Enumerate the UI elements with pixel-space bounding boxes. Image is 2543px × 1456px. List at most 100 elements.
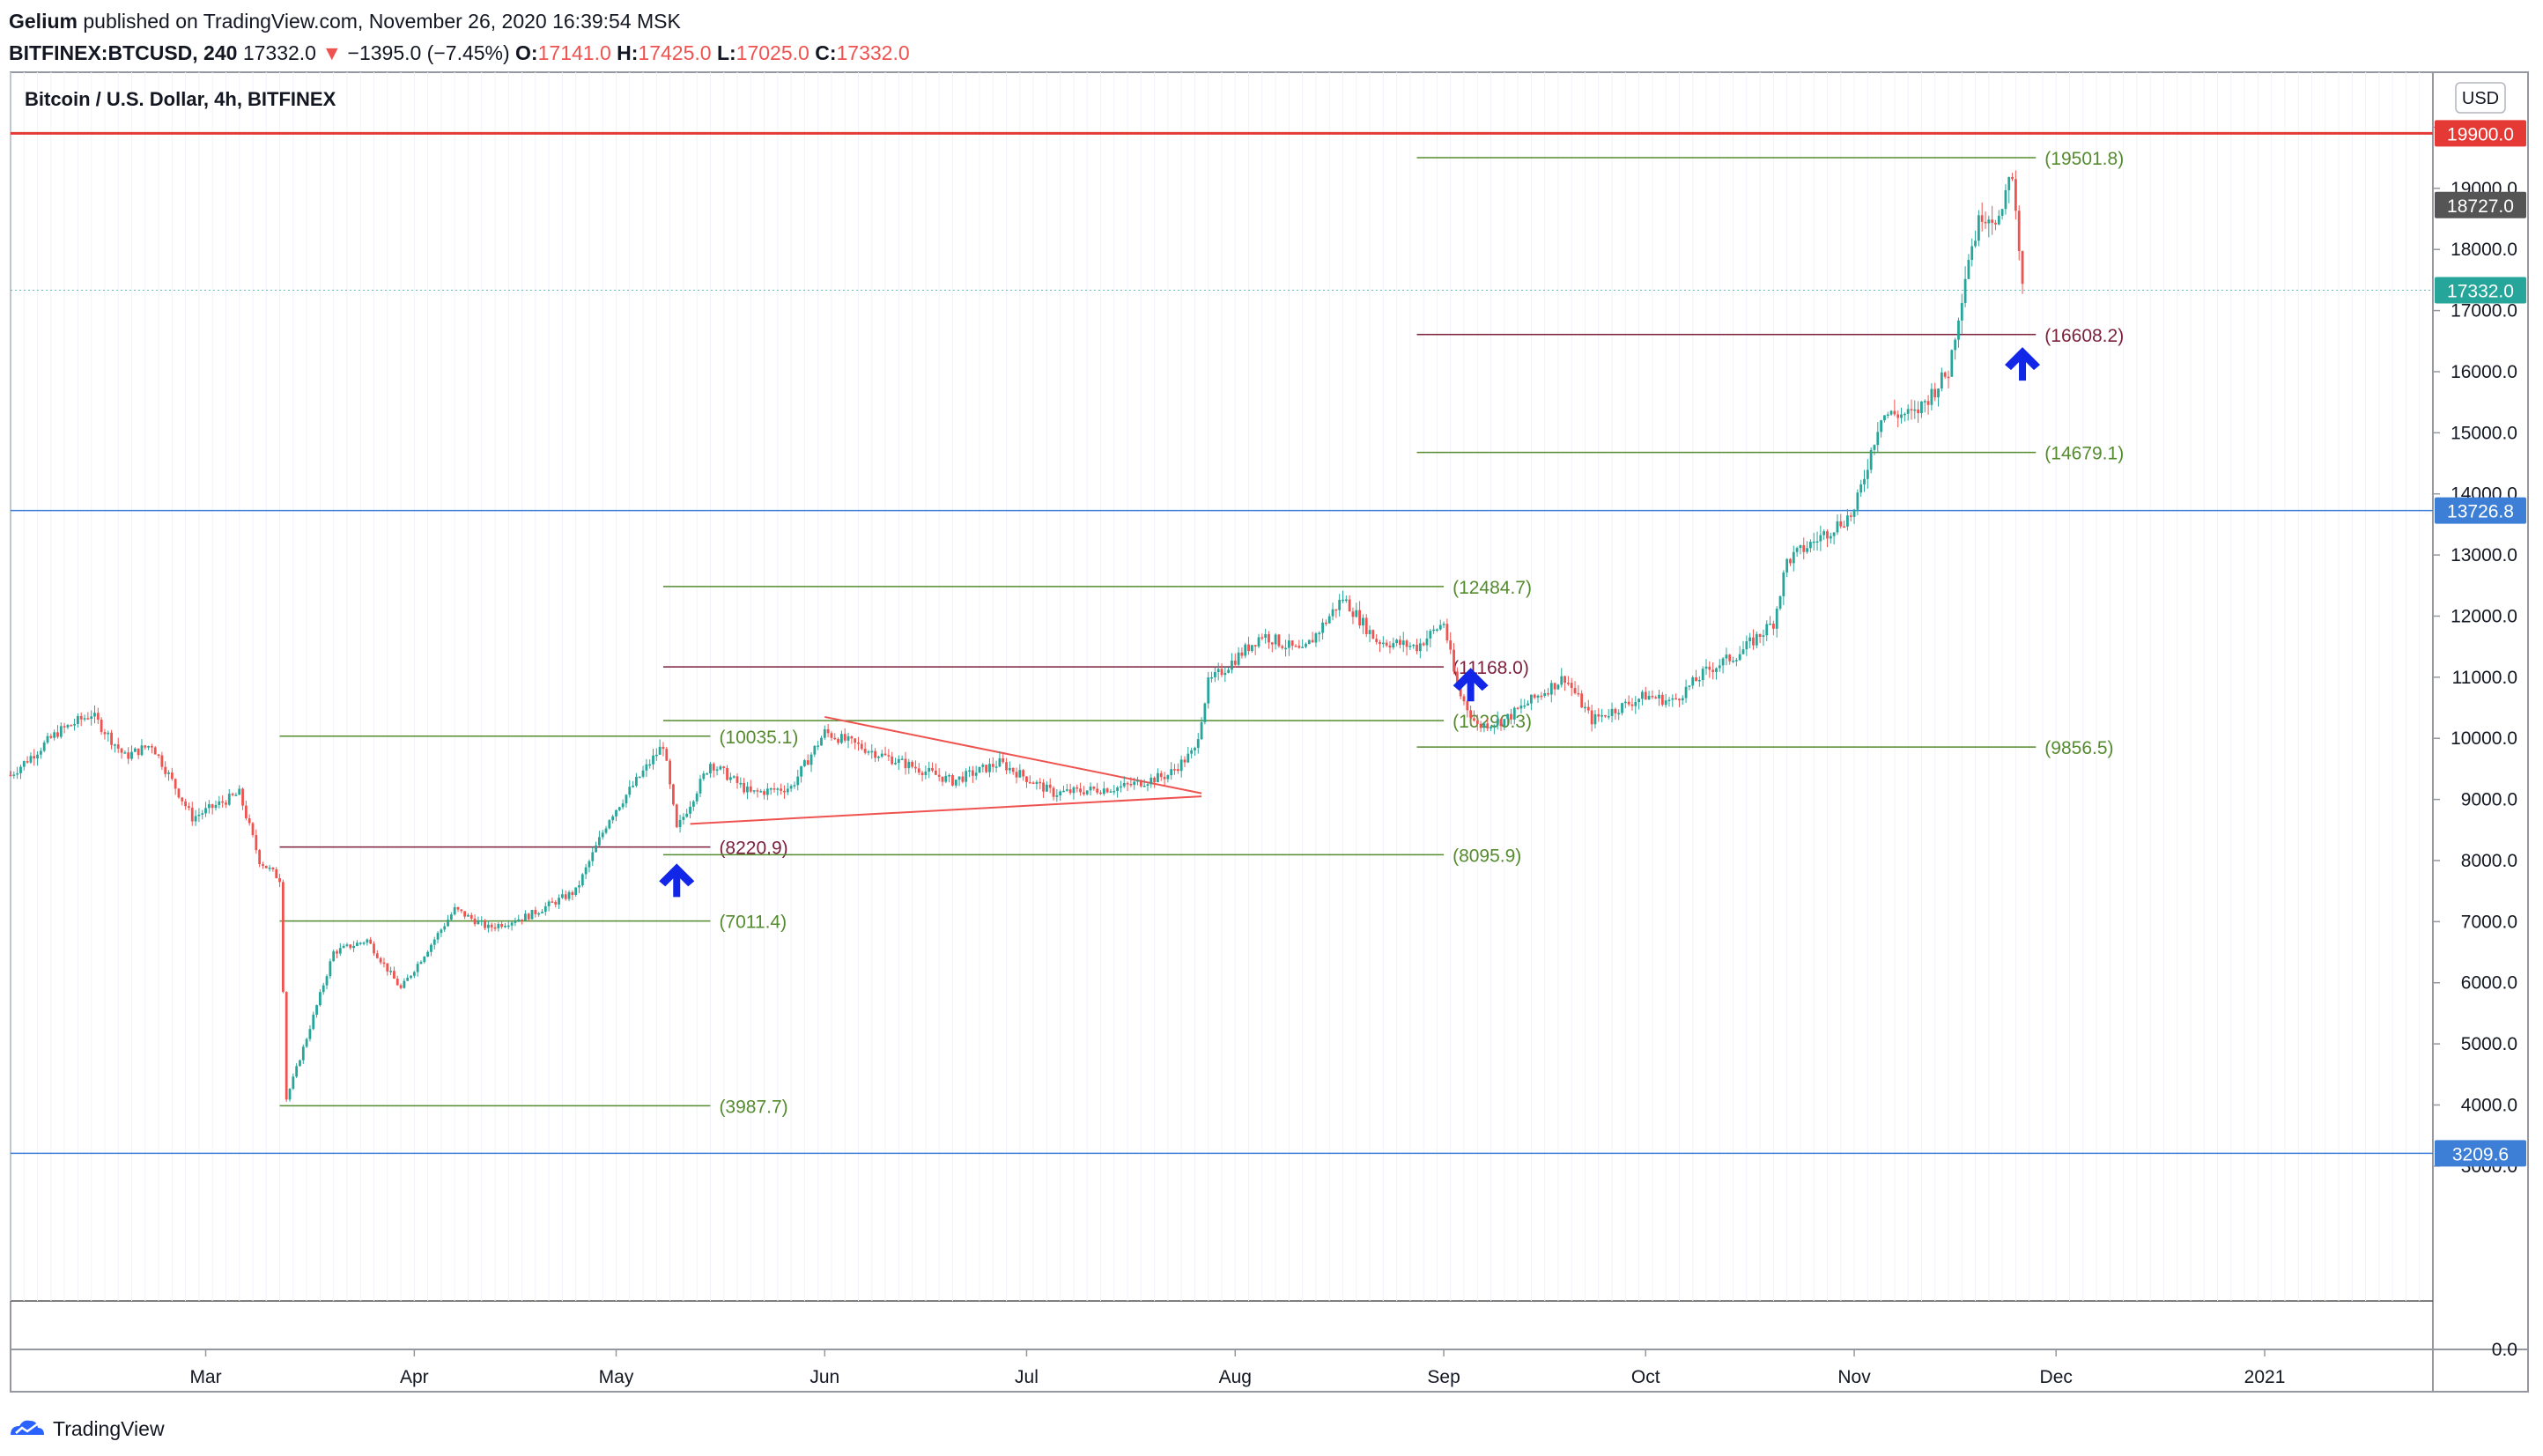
price-change: −1395.0 (−7.45%) bbox=[347, 41, 510, 64]
candle-body bbox=[1738, 654, 1741, 661]
candle-body bbox=[1401, 640, 1405, 646]
triangle-trendline bbox=[690, 795, 1202, 825]
candle-body bbox=[460, 909, 463, 912]
time-axis[interactable]: Mar Apr May Jun Jul Aug Sep Oct Nov Dec 2021 bbox=[189, 1349, 2285, 1387]
candle-body bbox=[473, 918, 477, 925]
candle-body bbox=[749, 786, 752, 792]
candle-body bbox=[1076, 787, 1079, 789]
candle-body bbox=[59, 726, 63, 737]
candle-body bbox=[897, 758, 900, 764]
symbol-name[interactable]: BITFINEX:BTCUSD, 240 bbox=[9, 41, 238, 64]
candle-body bbox=[843, 734, 846, 741]
candle-body bbox=[204, 808, 207, 814]
candle-body bbox=[403, 980, 406, 988]
price-badge-label: 17332.0 bbox=[2447, 282, 2514, 302]
candle-body bbox=[1725, 654, 1728, 659]
candle-body bbox=[628, 787, 632, 795]
candle-body bbox=[46, 735, 49, 743]
candle-body bbox=[709, 764, 712, 774]
candle-body bbox=[110, 732, 113, 745]
author-name[interactable]: Gelium bbox=[9, 10, 78, 33]
candle-body bbox=[537, 913, 541, 915]
footer-brand[interactable]: TradingView bbox=[53, 1416, 165, 1440]
price-tick-label: 6000.0 bbox=[2461, 973, 2517, 994]
candle-body bbox=[1379, 642, 1381, 645]
candle-body bbox=[1769, 624, 1771, 625]
candle-body bbox=[1852, 509, 1856, 517]
candle-body bbox=[1590, 710, 1593, 725]
currency-button[interactable]: USD bbox=[2455, 82, 2506, 114]
candle-body bbox=[1142, 785, 1146, 787]
candle-body bbox=[382, 962, 386, 965]
candle-body bbox=[1980, 215, 1984, 222]
candle-body bbox=[194, 816, 197, 822]
candle-body bbox=[477, 920, 480, 925]
candle-body bbox=[1926, 401, 1930, 405]
candle-body bbox=[833, 737, 837, 740]
candle-body bbox=[1294, 646, 1297, 647]
candle-body bbox=[53, 732, 56, 738]
candle-body bbox=[1721, 658, 1725, 666]
candle-body bbox=[665, 749, 669, 761]
candle-body bbox=[682, 817, 685, 820]
currency-button-label[interactable]: USD bbox=[2462, 89, 2499, 108]
candle-body bbox=[181, 797, 184, 802]
candle-body bbox=[1318, 632, 1321, 634]
candle-body bbox=[756, 790, 759, 792]
fib-label: (8095.9) bbox=[1453, 846, 1521, 866]
candle-body bbox=[1136, 780, 1139, 782]
candle-body bbox=[1257, 637, 1260, 647]
candle-body bbox=[1492, 725, 1496, 728]
candle-body bbox=[1519, 706, 1523, 709]
candle-body bbox=[1580, 693, 1584, 708]
candle-body bbox=[840, 734, 843, 743]
candle-body bbox=[1194, 748, 1196, 750]
candle-body bbox=[1604, 714, 1607, 717]
candle-body bbox=[395, 979, 399, 986]
candle-body bbox=[1327, 616, 1331, 624]
candle-body bbox=[140, 745, 144, 756]
candle-body bbox=[1039, 781, 1042, 784]
candle-body bbox=[951, 775, 954, 786]
candle-body bbox=[500, 924, 504, 928]
candle-body bbox=[1977, 215, 1980, 241]
candle-body bbox=[440, 929, 443, 934]
candle-body bbox=[1621, 703, 1623, 713]
candle-body bbox=[1301, 647, 1305, 648]
candle-body bbox=[773, 788, 776, 790]
candle-body bbox=[188, 806, 190, 809]
candle-body bbox=[1789, 558, 1792, 564]
candle-body bbox=[1799, 544, 1802, 549]
candle-body bbox=[1560, 676, 1564, 685]
currency-button-frame[interactable] bbox=[2455, 82, 2506, 114]
candle-body bbox=[16, 772, 19, 775]
candle-body bbox=[917, 768, 920, 773]
price-axis[interactable]: 0.03000.04000.05000.06000.07000.08000.09… bbox=[2433, 117, 2517, 1360]
horizontal-levels bbox=[11, 131, 2433, 1155]
candle-body bbox=[1412, 644, 1416, 647]
candle-body bbox=[1133, 781, 1136, 786]
candle-body bbox=[1344, 599, 1348, 602]
price-tick-label: 18000.0 bbox=[2451, 240, 2517, 260]
candle-body bbox=[1277, 634, 1281, 647]
candle-body bbox=[598, 837, 601, 846]
candle-body bbox=[315, 1005, 318, 1015]
candle-body bbox=[712, 764, 715, 771]
candle-body bbox=[1499, 719, 1503, 727]
candle-body bbox=[880, 753, 883, 757]
up-arrow-icon bbox=[659, 863, 695, 898]
candle-body bbox=[978, 766, 981, 773]
candle-body bbox=[1207, 677, 1210, 704]
candle-body bbox=[1008, 767, 1011, 771]
candle-body bbox=[1547, 693, 1549, 695]
candle-body bbox=[463, 911, 467, 917]
candle-body bbox=[1755, 633, 1758, 646]
candle-body bbox=[578, 885, 580, 888]
candle-body bbox=[1052, 787, 1055, 797]
tradingview-logo-icon[interactable] bbox=[9, 1417, 46, 1440]
candle-body bbox=[752, 790, 756, 792]
candle-body bbox=[786, 788, 789, 793]
candle-body bbox=[469, 914, 473, 919]
candle-body bbox=[1994, 222, 1997, 225]
